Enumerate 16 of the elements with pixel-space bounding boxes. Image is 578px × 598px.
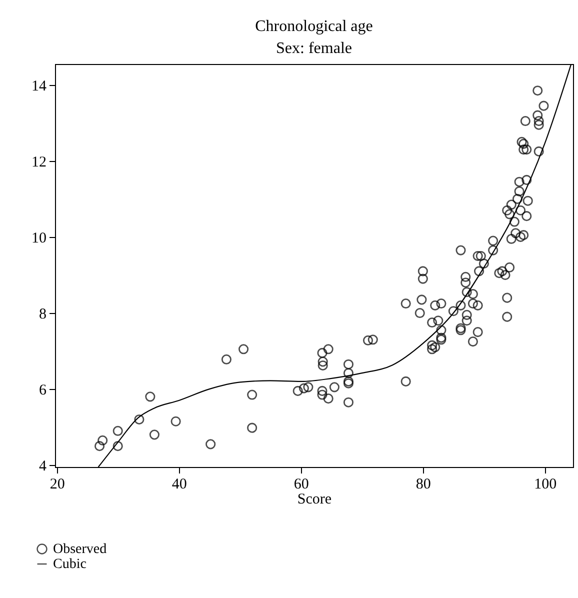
x-axis-title: Score [297, 492, 332, 508]
y-tick-label: 10 [32, 230, 46, 246]
legend-label: Cubic [53, 557, 86, 572]
x-tick-label: 20 [50, 476, 65, 492]
x-tick-label: 100 [534, 476, 557, 492]
y-tick-label: 8 [39, 306, 46, 323]
legend-label: Observed [53, 542, 107, 557]
y-tick-label: 12 [32, 154, 46, 170]
y-tick-label: 4 [39, 458, 47, 475]
x-tick-label: 60 [294, 476, 309, 492]
chart-subtitle: Sex: female [276, 40, 352, 57]
y-tick-label: 6 [39, 382, 47, 399]
x-tick-label: 80 [416, 476, 431, 492]
y-tick-label: 14 [32, 78, 47, 94]
x-tick-label: 40 [172, 476, 187, 492]
chart-title: Chronological age [255, 18, 373, 35]
